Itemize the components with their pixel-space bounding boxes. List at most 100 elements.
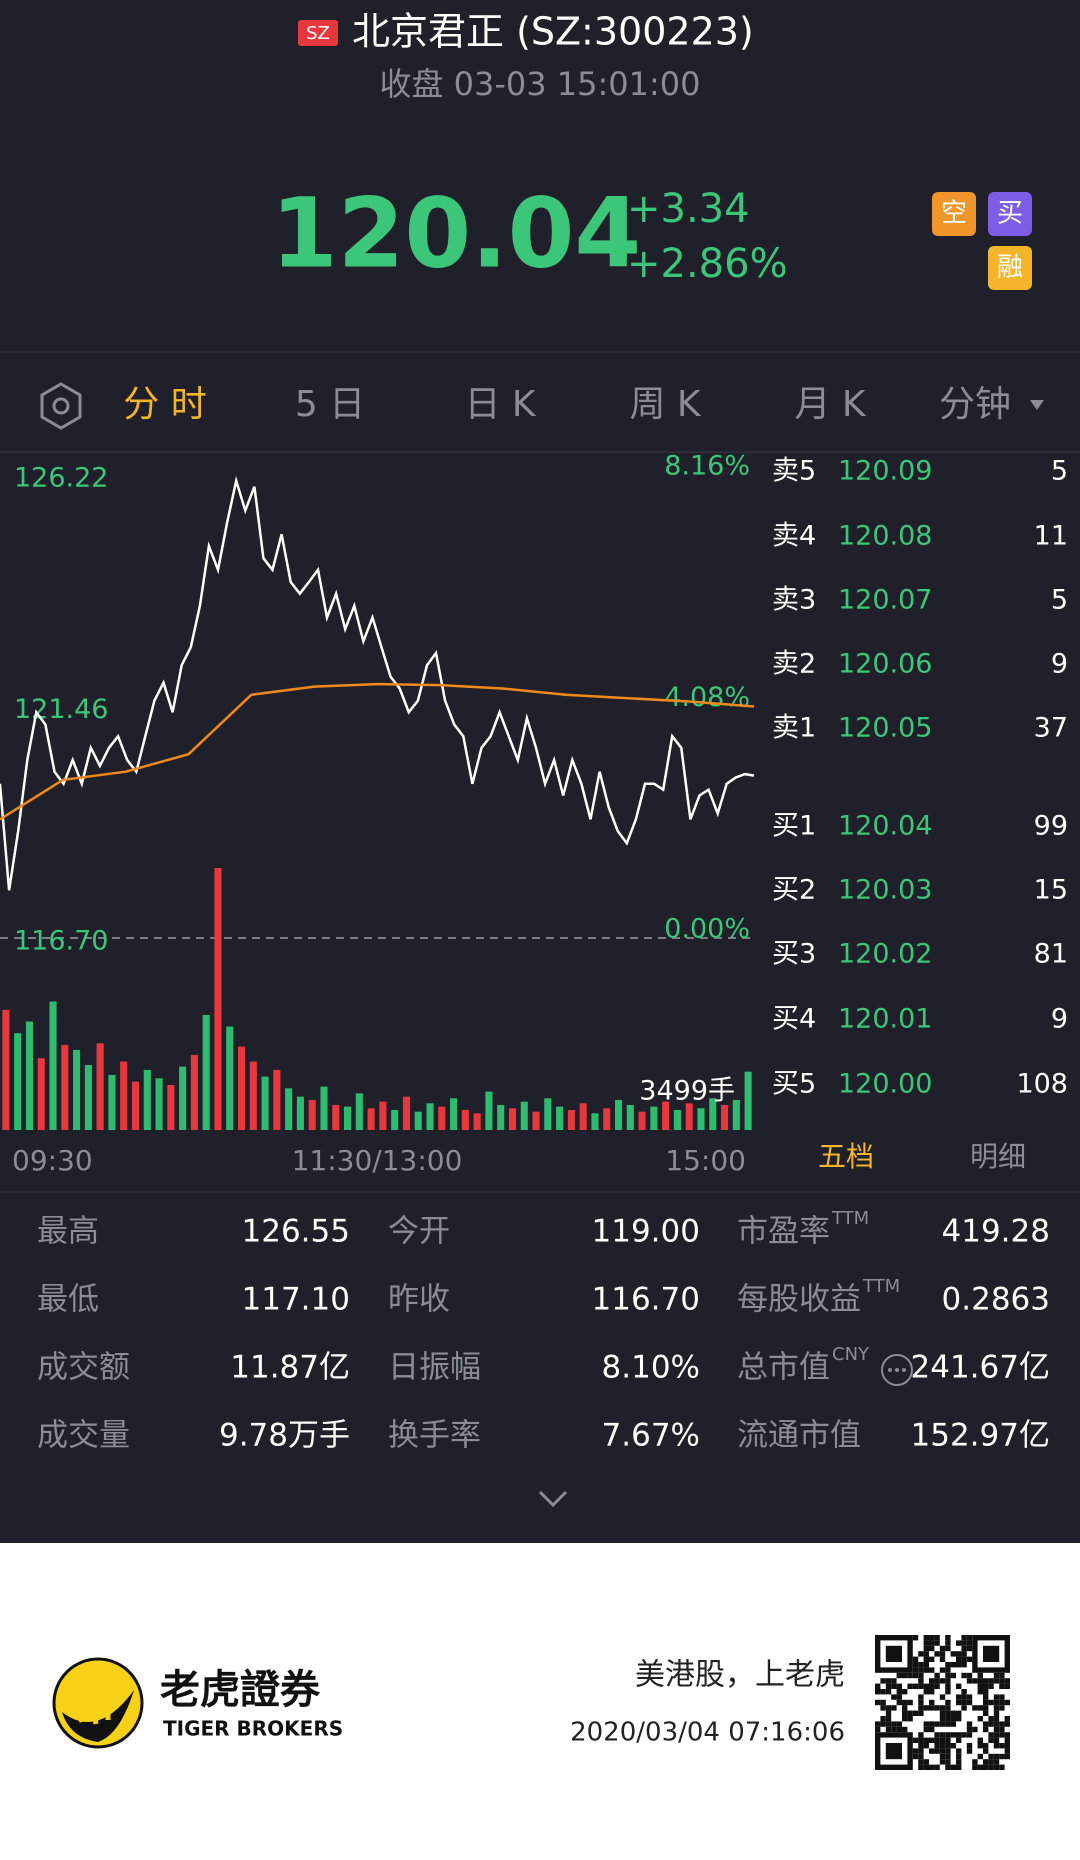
tab[interactable]: 5 日: [295, 384, 365, 425]
qr-cell: [966, 1678, 973, 1684]
volume-bar: [567, 1109, 575, 1130]
qr-cell: [993, 1732, 1000, 1738]
stat-value: 152.97亿: [911, 1418, 1050, 1454]
qr-cell: [950, 1710, 956, 1716]
qr-cell: [918, 1667, 924, 1673]
book-size: 81: [1034, 939, 1068, 970]
volume-bar: [355, 1093, 363, 1130]
y-tick-label: 116.70: [14, 926, 108, 957]
tab[interactable]: 周 K: [629, 384, 701, 425]
volume-bar: [626, 1104, 634, 1130]
qr-cell: [875, 1721, 881, 1727]
qr-cell: [945, 1737, 951, 1743]
stat-label: 流通市值: [737, 1418, 861, 1454]
book-price: 120.08: [838, 521, 932, 552]
book-tab[interactable]: 明细: [970, 1140, 1026, 1173]
qr-cell: [918, 1743, 924, 1749]
qr-cell: [950, 1662, 956, 1668]
volume-bar: [2, 1009, 10, 1130]
settings-icon[interactable]: [40, 382, 82, 430]
qr-cell: [961, 1699, 967, 1706]
qr-cell: [945, 1764, 951, 1770]
qr-cell: [945, 1748, 951, 1754]
qr-cell: [875, 1726, 881, 1733]
qr-cell: [880, 1716, 886, 1722]
qr-finder: [885, 1743, 902, 1760]
qr-cell: [988, 1759, 994, 1765]
book-tab[interactable]: 五档: [818, 1140, 874, 1173]
qr-cell: [918, 1699, 924, 1706]
qr-cell: [875, 1699, 881, 1706]
icon-glyph: 融: [997, 253, 1023, 283]
qr-cell: [983, 1748, 989, 1754]
qr-cell: [923, 1721, 929, 1727]
qr-cell: [977, 1705, 983, 1711]
last-price: 120.04: [271, 177, 641, 289]
icon-glyph: 空: [941, 199, 967, 229]
stat-label: 总市值: [737, 1350, 830, 1386]
qr-cell: [918, 1710, 924, 1716]
book-label: 买5: [772, 1069, 816, 1100]
qr-cell: [929, 1683, 935, 1689]
stat-label: 昨收: [388, 1282, 450, 1318]
qr-cell: [945, 1667, 951, 1673]
qr-cell: [918, 1651, 924, 1657]
qr-cell: [907, 1672, 913, 1679]
qr-cell: [950, 1672, 956, 1679]
qr-cell: [918, 1662, 924, 1668]
qr-cell: [929, 1678, 935, 1684]
book-price: 120.02: [838, 939, 932, 970]
tab[interactable]: 日 K: [464, 384, 536, 425]
dropdown-arrow[interactable]: [1030, 400, 1044, 410]
volume-bar: [320, 1086, 328, 1130]
qr-cell: [993, 1726, 1000, 1733]
volume-bar: [84, 1064, 92, 1130]
qr-cell: [939, 1737, 946, 1743]
qr-cell: [929, 1656, 935, 1662]
book-label: 卖1: [772, 713, 816, 744]
info-icon[interactable]: [881, 1354, 913, 1386]
expand-chevron[interactable]: [538, 1490, 568, 1508]
qr-cell: [966, 1635, 973, 1641]
tab[interactable]: 分钟: [939, 384, 1011, 425]
qr-cell: [918, 1748, 924, 1754]
qr-cell: [988, 1764, 994, 1770]
qr-cell: [929, 1748, 935, 1754]
qr-cell: [891, 1683, 897, 1689]
qr-cell: [956, 1694, 962, 1700]
qr-cell: [983, 1726, 989, 1733]
qr-cell: [945, 1716, 951, 1722]
qr-cell: [966, 1748, 973, 1754]
short-icon: [932, 192, 976, 236]
qr-cell: [929, 1689, 935, 1695]
qr-cell: [923, 1759, 929, 1765]
volume-bar: [202, 1014, 210, 1130]
tab[interactable]: 分 时: [123, 384, 206, 425]
stat-value: 116.70: [592, 1282, 700, 1318]
qr-cell: [923, 1737, 929, 1743]
qr-cell: [923, 1683, 929, 1689]
qr-cell: [983, 1694, 989, 1700]
volume-bar: [402, 1096, 410, 1130]
qr-cell: [939, 1656, 946, 1662]
qr-cell: [956, 1699, 962, 1706]
tab[interactable]: 月 K: [794, 384, 866, 425]
qr-cell: [880, 1699, 886, 1706]
volume-bar: [508, 1108, 517, 1130]
qr-cell: [934, 1721, 940, 1727]
qr-cell: [977, 1753, 983, 1760]
qr-cell: [934, 1732, 940, 1738]
qr-cell: [939, 1759, 946, 1765]
qr-cell: [880, 1678, 886, 1684]
qr-cell: [880, 1705, 886, 1711]
qr-cell: [993, 1716, 1000, 1722]
volume-bar: [485, 1091, 493, 1130]
volume-bar: [179, 1066, 187, 1130]
book-size: 15: [1034, 875, 1068, 906]
volume-bar: [709, 1098, 717, 1130]
qr-cell: [993, 1743, 1000, 1749]
qr-cell: [891, 1705, 897, 1711]
qr-cell: [999, 1678, 1005, 1684]
qr-cell: [929, 1737, 935, 1743]
x-tick-label: 09:30: [12, 1144, 93, 1177]
